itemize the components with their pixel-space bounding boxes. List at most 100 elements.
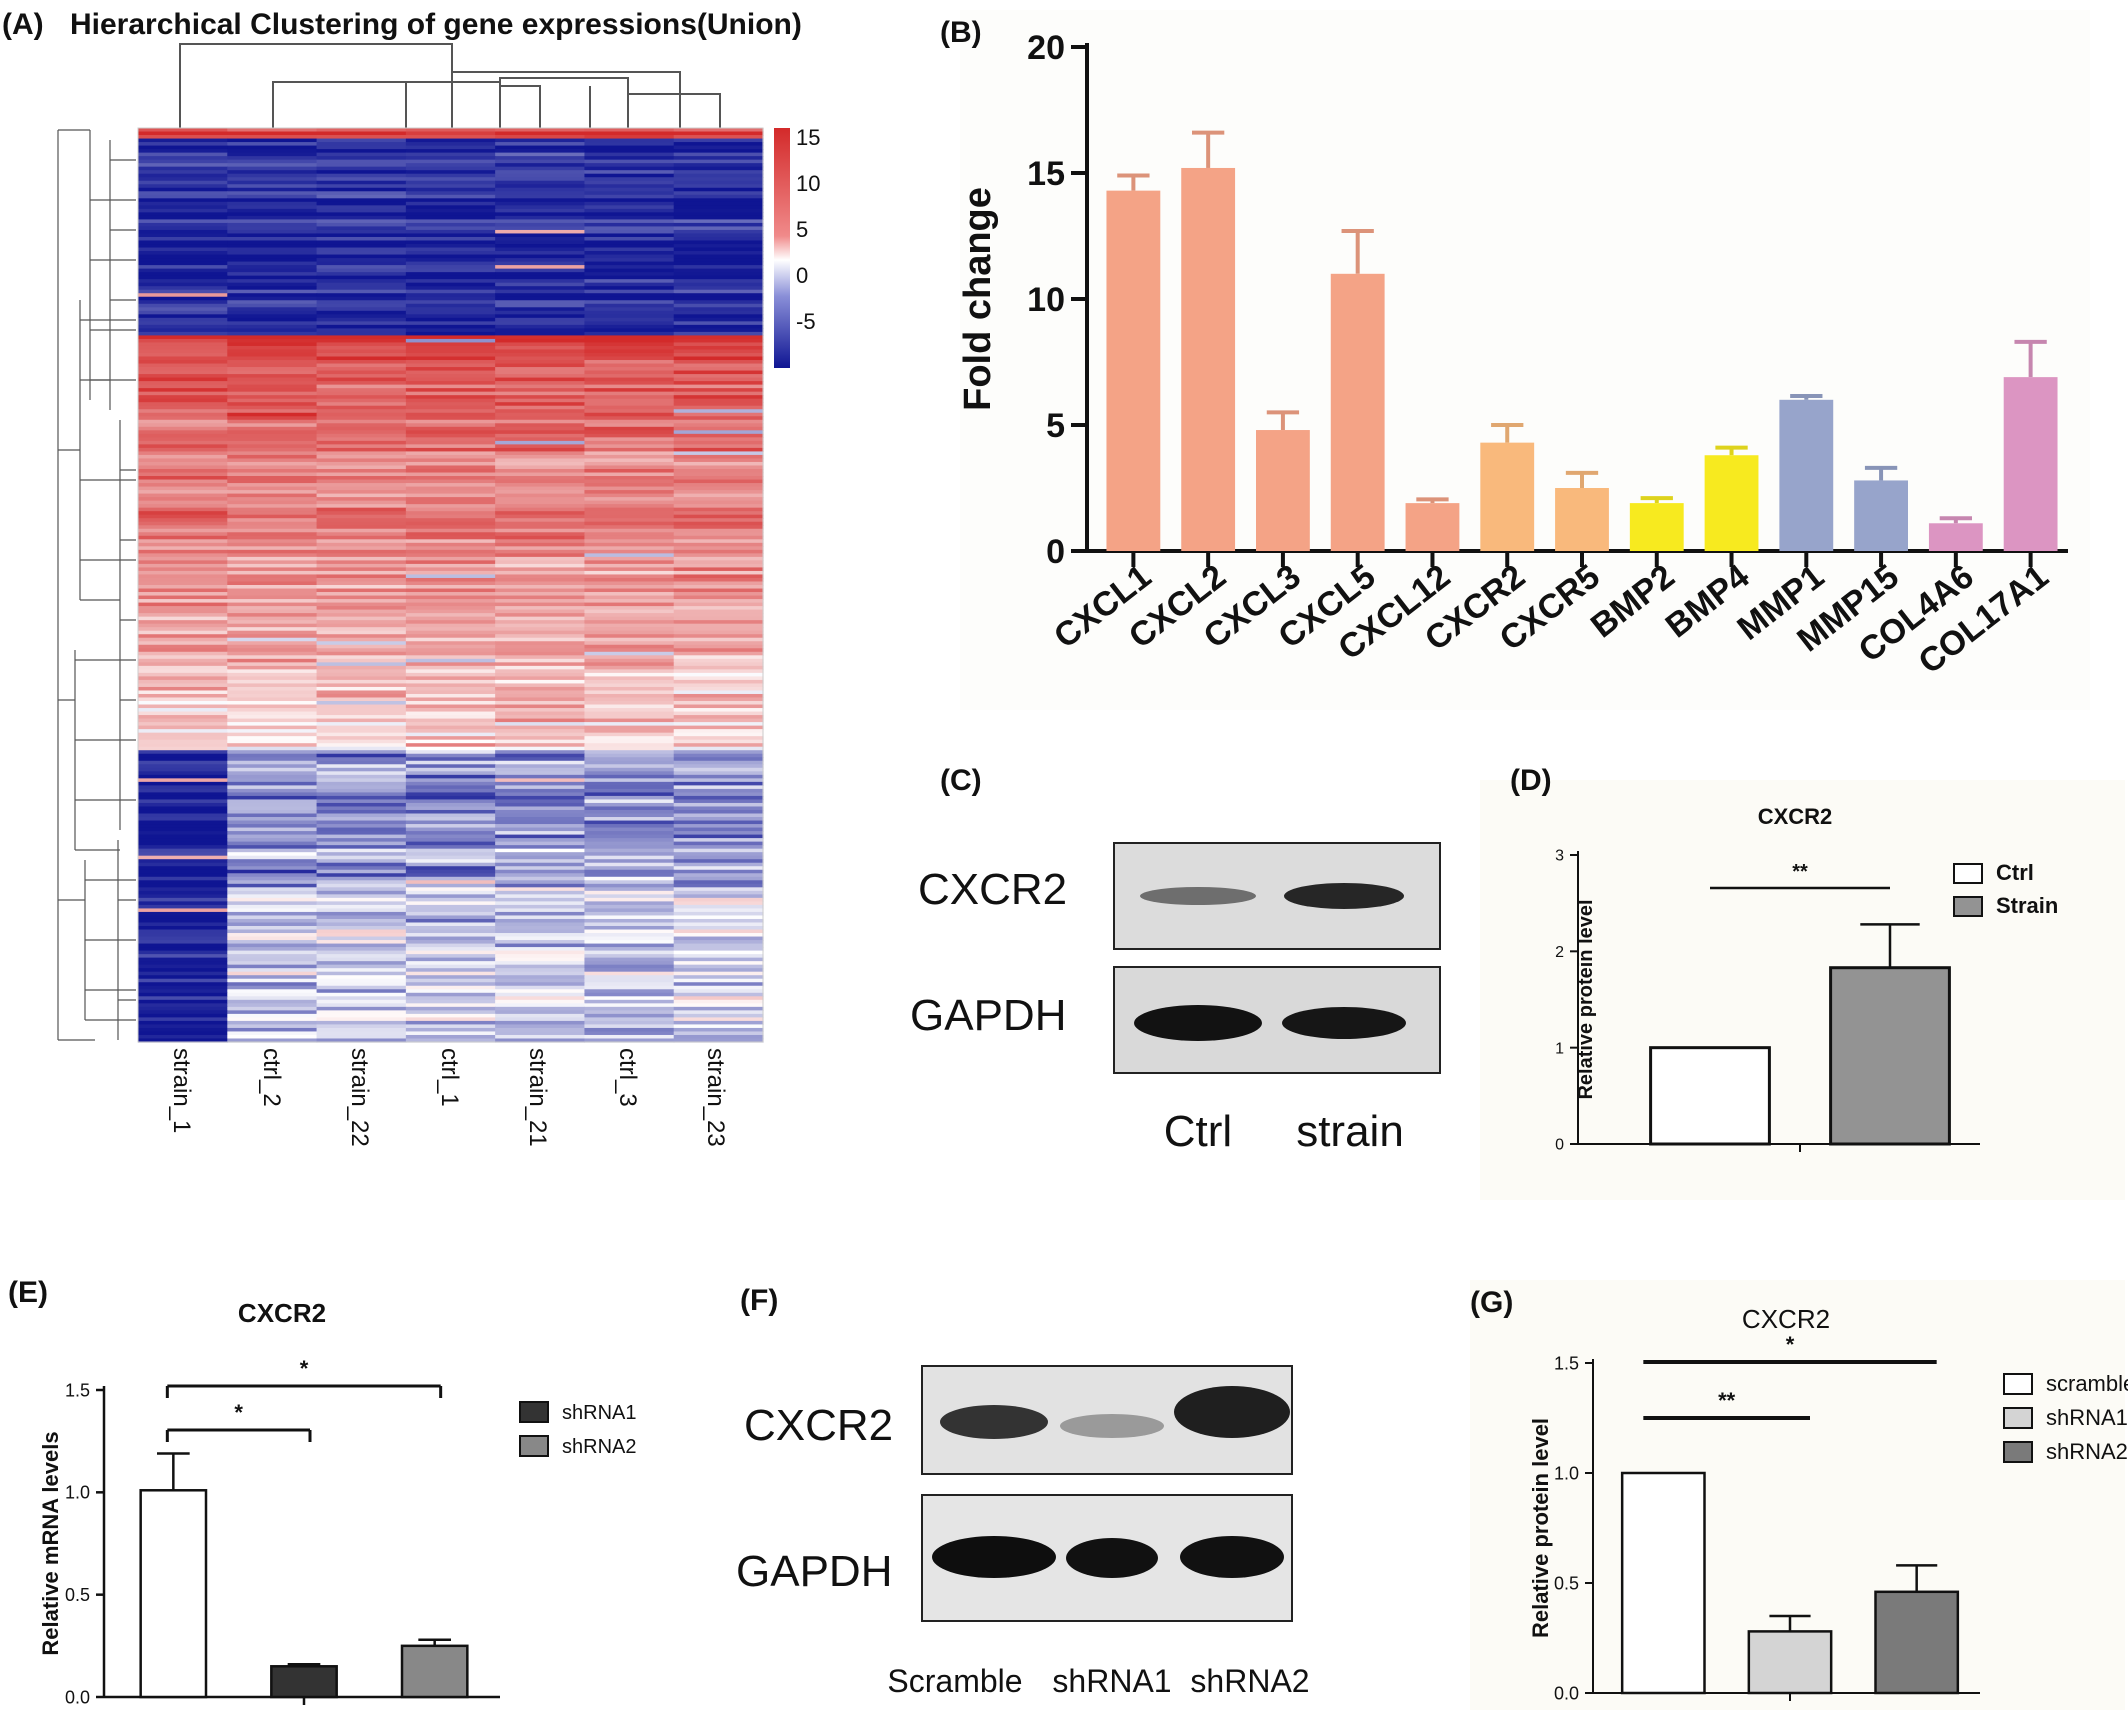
heatmap-cell: [495, 901, 586, 906]
heatmap-cell: [405, 335, 496, 340]
heatmap-cell: [316, 918, 407, 924]
legend-swatch: [2003, 1407, 2033, 1429]
heatmap-cell: [495, 180, 586, 185]
heatmap-cell: [316, 746, 407, 751]
heatmap-cell: [673, 781, 764, 786]
heatmap-cell: [138, 813, 228, 818]
heatmap-cell: [227, 521, 318, 526]
heatmap-cell: [584, 648, 675, 653]
bar: [400, 1644, 469, 1699]
heatmap-cell: [138, 802, 228, 808]
heatmap-cell: [227, 142, 318, 147]
heatmap-cell: [227, 848, 318, 853]
heatmap-cell: [227, 511, 318, 516]
heatmap-cell: [584, 454, 675, 460]
heatmap-cell: [227, 553, 318, 558]
heatmap-cell: [673, 820, 764, 825]
heatmap-cell: [227, 272, 318, 277]
heatmap-cell: [495, 219, 586, 224]
heatmap-cell: [673, 236, 764, 242]
heatmap-cell: [584, 159, 675, 164]
heatmap-cell: [495, 676, 586, 681]
heatmap-cell: [227, 743, 318, 748]
heatmap-cell: [495, 831, 586, 836]
heatmap-cell: [495, 131, 586, 136]
heatmap-cell: [405, 834, 496, 839]
color-scale-tick: 5: [796, 217, 808, 242]
heatmap-cell: [227, 170, 318, 175]
heatmap-cell: [138, 845, 228, 850]
heatmap-cell: [405, 890, 496, 895]
heatmap-cell: [316, 788, 407, 794]
heatmap-cell: [227, 918, 318, 924]
heatmap-cell: [405, 163, 496, 168]
heatmap-cell: [227, 820, 318, 825]
heatmap-cell: [316, 201, 407, 206]
heatmap-cell: [584, 630, 675, 635]
heatmap-cell: [584, 1010, 675, 1015]
panel-label-e: (E): [8, 1276, 48, 1309]
heatmap-cell: [673, 876, 764, 881]
heatmap-cell: [316, 560, 407, 565]
heatmap-cell: [495, 472, 586, 477]
heatmap-cell: [138, 992, 228, 997]
heatmap-cell: [138, 525, 228, 530]
heatmap-cell: [227, 258, 318, 263]
heatmap-cell: [584, 289, 675, 294]
heatmap-cell: [673, 328, 764, 333]
heatmap-cell: [584, 802, 675, 808]
heatmap-cell: [405, 465, 496, 470]
heatmap-cell: [405, 170, 496, 175]
heatmap-cell: [138, 191, 228, 196]
heatmap-cell: [316, 398, 407, 403]
heatmap-cell: [405, 367, 496, 372]
heatmap-cell: [405, 261, 496, 266]
heatmap-cell: [405, 272, 496, 277]
heatmap-cell: [584, 996, 675, 1001]
heatmap-cell: [316, 757, 407, 762]
heatmap-cell: [584, 409, 675, 414]
heatmap-cell: [227, 964, 318, 969]
heatmap-cell: [405, 490, 496, 495]
heatmap-cell: [227, 679, 318, 685]
heatmap-cell: [673, 1034, 764, 1040]
heatmap-cell: [138, 461, 228, 467]
heatmap-cell: [227, 718, 318, 723]
heatmap-cell: [405, 947, 496, 952]
heatmap-cell: [673, 149, 764, 154]
heatmap-cell: [495, 809, 586, 815]
heatmap-cell: [584, 310, 675, 315]
heatmap-cell: [405, 377, 496, 382]
heatmap-cell: [316, 479, 407, 484]
heatmap-cell: [227, 546, 318, 551]
heatmap-cell: [495, 433, 586, 438]
heatmap-cell: [584, 493, 675, 498]
heatmap-cell: [673, 215, 764, 220]
heatmap-cell: [673, 585, 764, 590]
heatmap-cell: [316, 809, 407, 815]
heatmap-cell: [138, 711, 228, 716]
heatmap-cell: [316, 778, 407, 783]
heatmap-cell: [405, 686, 496, 692]
heatmap-cell: [316, 286, 407, 291]
heatmap-cell: [227, 356, 318, 361]
heatmap-cell: [673, 258, 764, 263]
heatmap-cell: [227, 476, 318, 481]
heatmap-cell: [495, 331, 586, 337]
heatmap-cell: [584, 595, 675, 600]
heatmap-cell: [405, 729, 496, 734]
heatmap-cell: [584, 982, 675, 987]
heatmap-cell: [584, 764, 675, 769]
heatmap-cell: [138, 957, 228, 962]
chart-title: CXCR2: [238, 1298, 326, 1328]
heatmap-cell: [584, 911, 675, 917]
heatmap-cell: [138, 831, 228, 836]
heatmap-cell: [495, 602, 586, 607]
heatmap-cell: [138, 869, 228, 874]
heatmap-cell: [673, 212, 764, 217]
heatmap-cell: [227, 933, 318, 938]
heatmap-cell: [673, 384, 764, 389]
heatmap-cell: [495, 950, 586, 955]
heatmap-cell: [316, 303, 407, 308]
